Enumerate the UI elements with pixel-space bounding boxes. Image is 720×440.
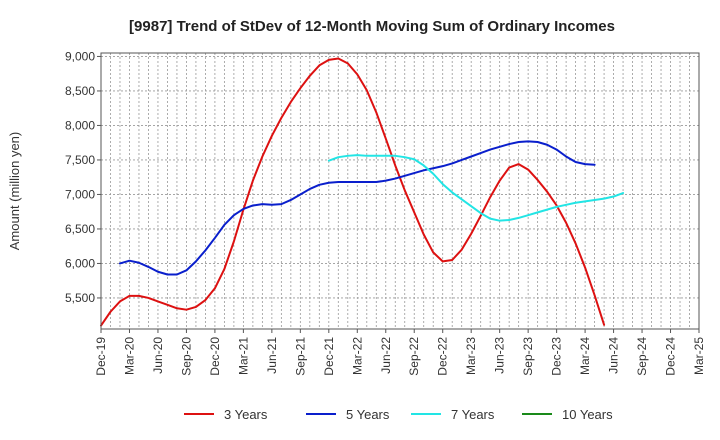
x-tick-label: Dec-19 [94, 337, 108, 376]
chart-title: [9987] Trend of StDev of 12-Month Moving… [129, 18, 615, 35]
x-tick-label: Jun-22 [379, 337, 393, 374]
y-tick-label: 6,500 [65, 222, 95, 236]
x-tick-label: Mar-20 [122, 337, 136, 375]
x-tick-label: Sep-24 [635, 337, 649, 376]
legend-label-3-years: 3 Years [224, 407, 268, 422]
x-tick-label: Sep-22 [407, 337, 421, 376]
x-tick-label: Jun-23 [493, 337, 507, 374]
y-tick-label: 8,500 [65, 84, 95, 98]
y-axis-ticks: 5,500 6,000 6,500 7,000 7,500 8,000 8,500 9,000 [65, 49, 101, 305]
y-tick-label: 8,000 [65, 118, 95, 132]
x-tick-label: Mar-21 [236, 337, 250, 375]
x-tick-label: Mar-25 [692, 337, 706, 375]
legend-label-5-years: 5 Years [346, 407, 390, 422]
x-tick-label: Sep-23 [521, 337, 535, 376]
x-tick-label: Mar-24 [578, 337, 592, 375]
y-tick-label: 5,500 [65, 291, 95, 305]
x-tick-label: Sep-21 [293, 337, 307, 376]
series-line-7-years [327, 154, 625, 222]
legend-label-7-years: 7 Years [451, 407, 495, 422]
x-tick-label: Dec-21 [322, 337, 336, 376]
y-tick-label: 9,000 [65, 49, 95, 63]
x-tick-label: Mar-23 [464, 337, 478, 375]
plot-frame [100, 52, 700, 330]
x-tick-label: Dec-20 [208, 337, 222, 376]
x-axis-ticks: Dec-19 Mar-20 Jun-20 Sep-20 Dec-20 Mar-21 Jun-… [94, 329, 706, 376]
series-line-5-years [118, 140, 596, 276]
x-tick-label: Mar-22 [350, 337, 364, 375]
series-line-3-years [100, 57, 606, 327]
x-tick-label: Sep-20 [179, 337, 193, 376]
series-lines [100, 57, 625, 327]
x-tick-label: Dec-24 [664, 337, 678, 376]
y-tick-label: 7,000 [65, 187, 95, 201]
y-axis-label: Amount (million yen) [7, 132, 22, 251]
x-tick-label: Jun-24 [607, 337, 621, 374]
legend-label-10-years: 10 Years [562, 407, 613, 422]
x-tick-label: Jun-20 [151, 337, 165, 374]
legend: 3 Years 5 Years 7 Years 10 Years [184, 407, 613, 422]
y-tick-label: 6,000 [65, 256, 95, 270]
x-tick-label: Dec-22 [436, 337, 450, 376]
gridlines [101, 53, 699, 329]
y-tick-label: 7,500 [65, 153, 95, 167]
x-tick-label: Dec-23 [550, 337, 564, 376]
x-tick-label: Jun-21 [265, 337, 279, 374]
plot-area [101, 53, 699, 329]
